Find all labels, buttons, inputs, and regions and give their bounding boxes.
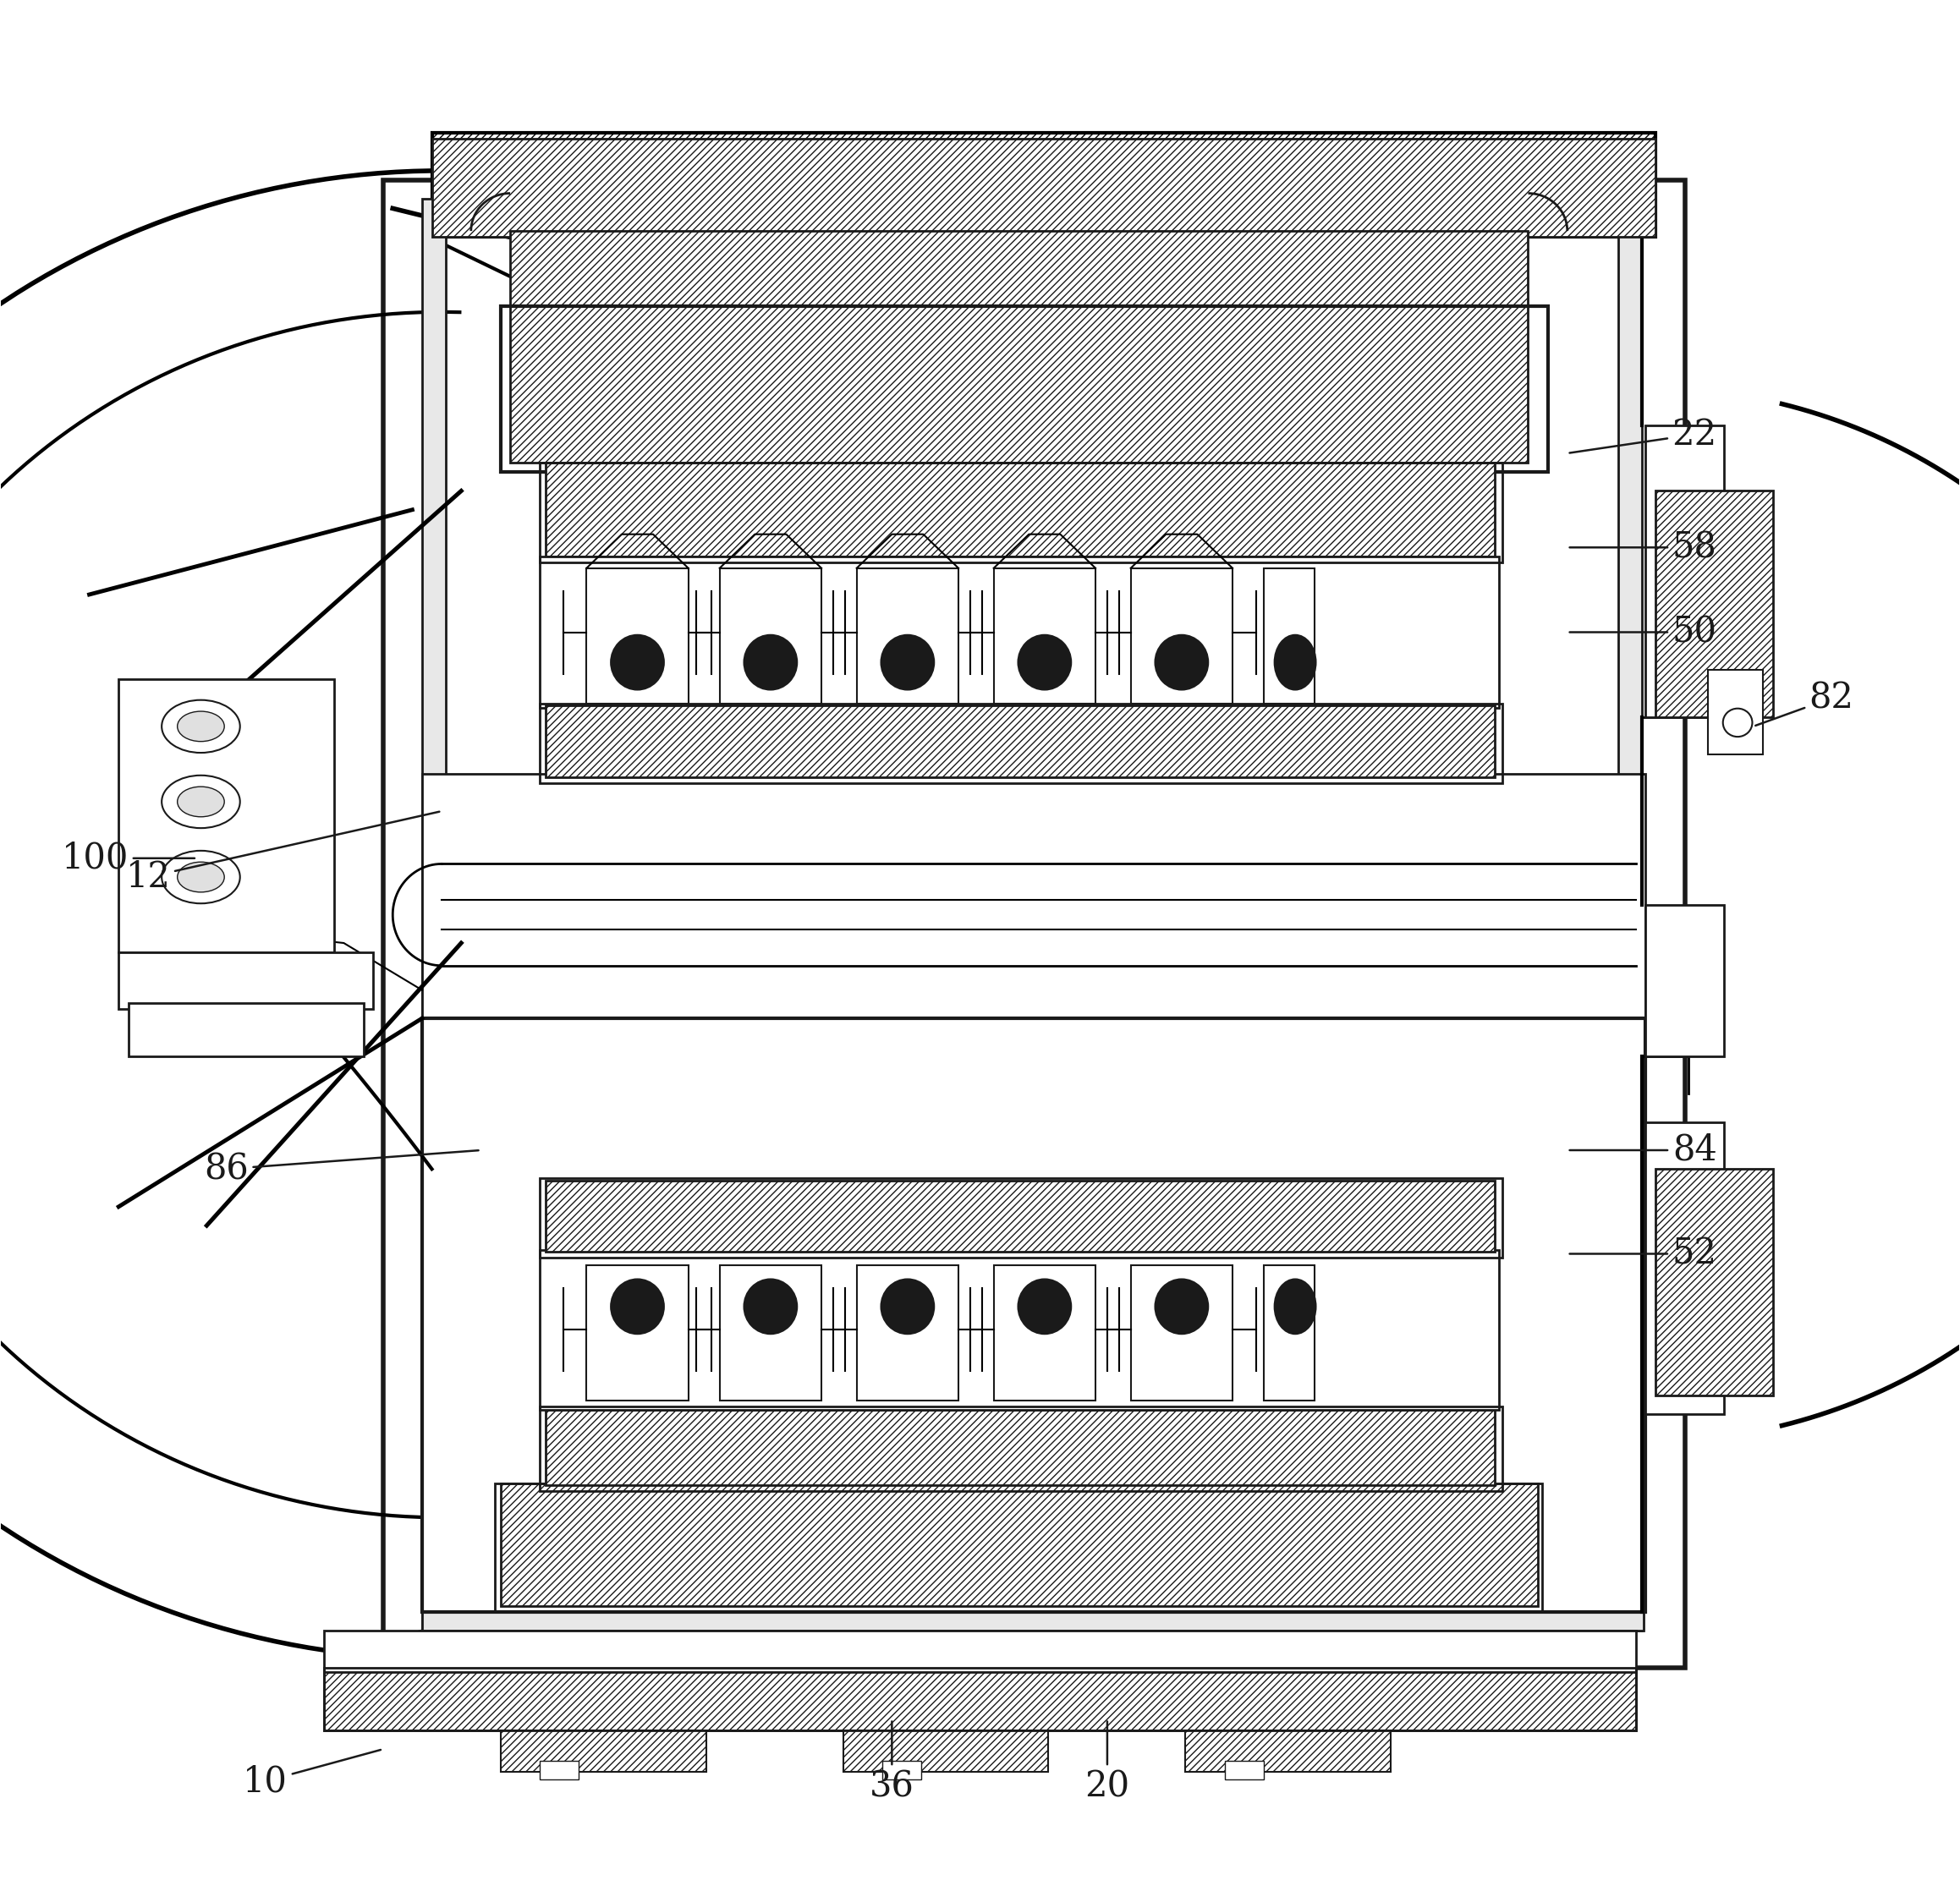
Bar (129, 1003, 363, 1056)
Bar (545, 705, 1495, 777)
Text: 22: 22 (1570, 417, 1717, 453)
Ellipse shape (163, 851, 239, 903)
Bar (1646, 424, 1725, 717)
Bar (539, 1407, 1503, 1492)
Bar (719, 568, 821, 703)
Bar (494, 1484, 1543, 1613)
Ellipse shape (1017, 1279, 1072, 1335)
Bar (545, 1411, 1495, 1486)
Bar (323, 1669, 1637, 1729)
Ellipse shape (1274, 634, 1317, 690)
Bar (1656, 1169, 1774, 1396)
Bar (545, 462, 1495, 556)
Ellipse shape (1154, 634, 1209, 690)
Bar (857, 1266, 958, 1401)
Ellipse shape (176, 711, 223, 741)
Bar (719, 1266, 821, 1401)
Bar (586, 1266, 688, 1401)
Bar (421, 773, 1646, 1028)
Ellipse shape (743, 1279, 798, 1335)
Bar (421, 1603, 1644, 1631)
Ellipse shape (880, 1279, 935, 1335)
Bar (500, 1484, 1539, 1607)
Text: 50: 50 (1570, 615, 1717, 651)
Bar (431, 140, 1656, 236)
Ellipse shape (176, 786, 223, 817)
Bar (539, 1179, 1503, 1258)
Bar (1264, 1266, 1315, 1401)
Text: 20: 20 (1084, 1722, 1129, 1805)
Ellipse shape (1017, 634, 1072, 690)
Text: 36: 36 (870, 1722, 913, 1805)
Bar (1656, 490, 1774, 717)
Bar (539, 1760, 578, 1778)
Bar (1646, 905, 1725, 1056)
Bar (539, 1250, 1499, 1411)
Bar (1131, 1266, 1233, 1401)
Text: 12: 12 (125, 811, 439, 894)
Ellipse shape (610, 1279, 664, 1335)
Bar (421, 1018, 1646, 1613)
Text: 58: 58 (1570, 530, 1717, 566)
Bar (857, 568, 958, 703)
Bar (1646, 1122, 1725, 1414)
Bar (994, 568, 1096, 703)
Bar (994, 1266, 1096, 1401)
Text: 84: 84 (1570, 1132, 1717, 1167)
Ellipse shape (1274, 1279, 1317, 1335)
Text: 52: 52 (1570, 1235, 1717, 1271)
Bar (539, 462, 1503, 562)
Ellipse shape (1723, 709, 1752, 737)
Bar (539, 556, 1499, 707)
Text: 82: 82 (1756, 681, 1854, 726)
Text: 100: 100 (61, 841, 194, 875)
Ellipse shape (1154, 1279, 1209, 1335)
Bar (120, 679, 333, 952)
Bar (539, 703, 1503, 783)
Bar (882, 1760, 921, 1778)
Ellipse shape (743, 634, 798, 690)
Bar (1225, 1760, 1264, 1778)
Bar (120, 952, 372, 1009)
Bar (323, 1631, 1637, 1673)
Bar (545, 1181, 1495, 1252)
Bar (1619, 198, 1642, 1631)
Bar (843, 1729, 1049, 1771)
Bar (586, 568, 688, 703)
Ellipse shape (163, 775, 239, 828)
Ellipse shape (610, 634, 664, 690)
Bar (510, 306, 1529, 462)
Bar (1709, 670, 1764, 754)
Text: 10: 10 (243, 1750, 380, 1799)
Ellipse shape (880, 634, 935, 690)
Bar (323, 1669, 1637, 1729)
Bar (500, 1729, 706, 1771)
Bar (431, 134, 1656, 236)
Bar (1264, 568, 1315, 703)
Bar (421, 198, 445, 1631)
Bar (1186, 1729, 1392, 1771)
Bar (500, 306, 1548, 472)
Ellipse shape (163, 700, 239, 753)
Bar (1131, 568, 1233, 703)
Text: 86: 86 (204, 1150, 478, 1186)
Ellipse shape (176, 862, 223, 892)
Bar (510, 230, 1529, 306)
Bar (382, 181, 1686, 1669)
